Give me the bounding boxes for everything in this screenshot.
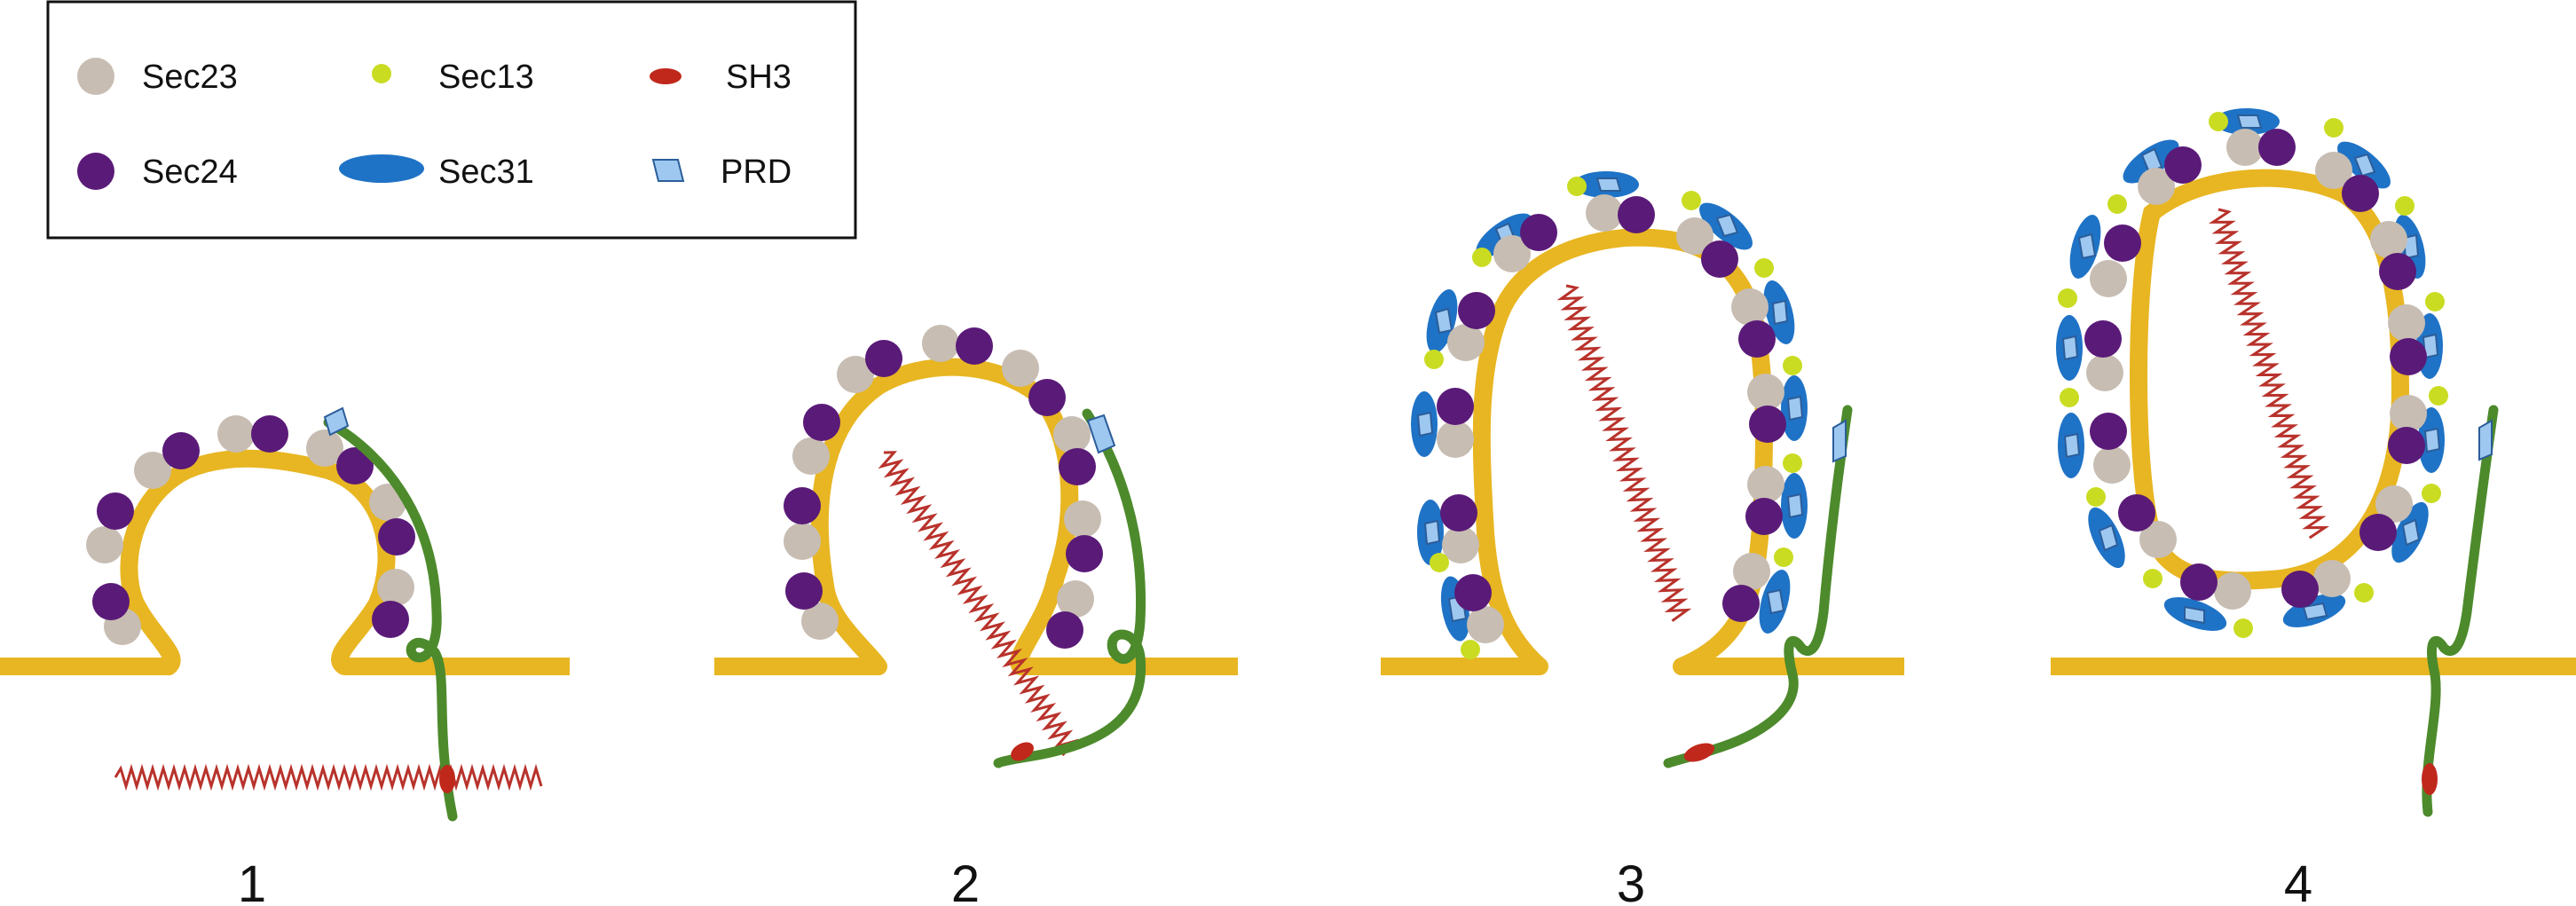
sh3-legend-icon bbox=[650, 68, 681, 84]
sh3-domain bbox=[439, 765, 455, 793]
tether-protein bbox=[2422, 405, 2499, 817]
prd-legend-icon bbox=[651, 159, 685, 182]
panel-1: 1 bbox=[0, 406, 570, 906]
sec13-legend-icon bbox=[372, 64, 391, 83]
coiled-coil bbox=[878, 451, 1079, 757]
tether-protein bbox=[323, 417, 458, 822]
prd-domain bbox=[1086, 414, 1116, 454]
sh3-domain bbox=[2422, 763, 2438, 795]
sec23-legend-icon bbox=[77, 58, 114, 95]
prd-domain bbox=[2478, 419, 2493, 461]
panel-number-3: 3 bbox=[1617, 855, 1645, 906]
coiled-coil bbox=[1556, 284, 1692, 622]
panel-number-1: 1 bbox=[238, 855, 266, 906]
legend-label-sec13: Sec13 bbox=[438, 59, 534, 96]
coiled-coil bbox=[2208, 208, 2330, 540]
coiled-coil bbox=[114, 763, 543, 792]
sh3-domain bbox=[1683, 743, 1715, 762]
panel-number-2: 2 bbox=[951, 855, 980, 906]
sec31-legend-icon bbox=[339, 154, 424, 183]
sh3-domain bbox=[1011, 742, 1034, 761]
er-membrane bbox=[0, 449, 570, 675]
er-membrane bbox=[714, 358, 1238, 675]
legend: Sec23 Sec13 SH3 Sec24 Sec31 PRD bbox=[46, 0, 857, 240]
legend-label-prd: PRD bbox=[721, 154, 792, 191]
tether-protein bbox=[993, 408, 1146, 768]
panel-number-4: 4 bbox=[2284, 855, 2312, 906]
coat-layer bbox=[1411, 171, 1808, 659]
legend-box bbox=[46, 0, 857, 240]
panel-3: 3 bbox=[1381, 171, 1904, 906]
coat-layer bbox=[784, 325, 1103, 649]
legend-label-sec23: Sec23 bbox=[142, 59, 238, 96]
prd-domain bbox=[323, 406, 350, 437]
panel-2: 2 bbox=[714, 325, 1238, 906]
legend-label-sec31: Sec31 bbox=[438, 154, 534, 191]
panel-4: 4 bbox=[2051, 108, 2576, 906]
prd-domain bbox=[1832, 419, 1847, 463]
legend-label-sec24: Sec24 bbox=[142, 154, 238, 191]
coat-layer bbox=[2056, 108, 2448, 638]
legend-label-sh3: SH3 bbox=[726, 59, 792, 96]
sec24-legend-icon bbox=[77, 153, 114, 190]
